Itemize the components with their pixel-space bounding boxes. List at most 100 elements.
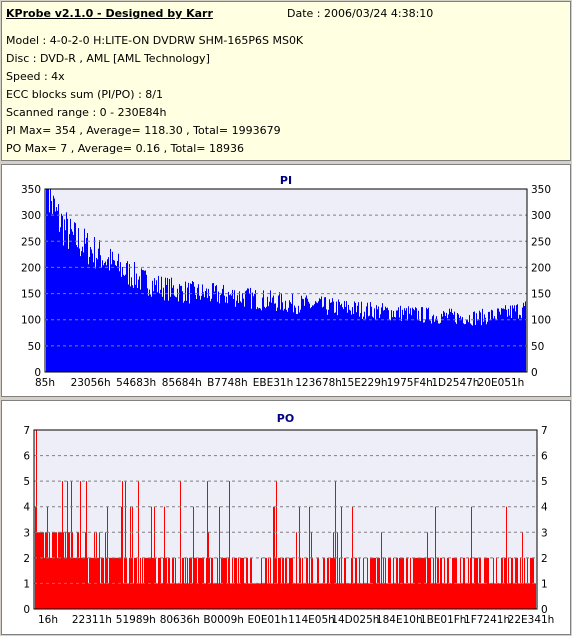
po-bar xyxy=(55,532,56,609)
pi-bar xyxy=(410,308,411,372)
po-bar xyxy=(528,583,529,609)
po-bar xyxy=(510,583,511,609)
pi-bar xyxy=(361,301,362,372)
pi-bar xyxy=(201,295,202,372)
po-bar xyxy=(281,583,282,609)
po-bar xyxy=(493,557,494,609)
pi-bar xyxy=(343,309,344,372)
po-bar xyxy=(276,481,277,609)
po-bar xyxy=(86,481,87,609)
pi-bar xyxy=(414,310,415,372)
po-bar xyxy=(36,430,37,609)
pi-bar xyxy=(408,306,409,372)
po-bar xyxy=(410,557,411,609)
pi-bar xyxy=(199,295,200,372)
pi-bar xyxy=(309,303,310,372)
pi-bar xyxy=(521,318,522,372)
po-bar xyxy=(110,557,111,609)
pi-bar xyxy=(493,318,494,372)
pi-bar xyxy=(185,281,186,372)
pi-bar xyxy=(168,300,169,372)
pi-bar xyxy=(355,302,356,372)
po-bar xyxy=(50,557,51,609)
pi-bar xyxy=(335,312,336,372)
pi-bar xyxy=(438,323,439,372)
info-panel: KProbe v2.1.0 - Designed by Karr Date : … xyxy=(1,1,571,161)
pi-bar xyxy=(255,290,256,372)
pi-bar xyxy=(96,257,97,372)
pi-bar xyxy=(396,310,397,372)
pi-bar xyxy=(189,303,190,372)
po-bar xyxy=(252,583,253,609)
pi-bar xyxy=(195,294,196,372)
pi-bar xyxy=(123,274,124,372)
pi-bar xyxy=(88,264,89,372)
pi-bar xyxy=(457,312,458,372)
pi-bar xyxy=(254,293,255,372)
pi-bar xyxy=(187,287,188,372)
pi-bar xyxy=(231,295,232,372)
pi-bar xyxy=(284,308,285,372)
po-bar xyxy=(283,557,284,609)
po-bar xyxy=(78,532,79,609)
pi-bar xyxy=(394,316,395,372)
pi-bar xyxy=(264,306,265,372)
po-bar xyxy=(156,583,157,609)
po-bar xyxy=(241,557,242,609)
pi-bar xyxy=(203,292,204,372)
pi-bar xyxy=(285,300,286,372)
pi-bar xyxy=(148,295,149,372)
po-bar xyxy=(87,557,88,609)
pi-bar xyxy=(163,287,164,372)
pi-bar xyxy=(77,247,78,372)
po-bar xyxy=(366,583,367,609)
po-ytick-label-right: 1 xyxy=(541,578,548,590)
pi-bar xyxy=(387,307,388,372)
pi-bar xyxy=(368,316,369,372)
pi-bar xyxy=(388,310,389,372)
po-ytick-label-right: 5 xyxy=(541,476,548,488)
po-bar xyxy=(435,506,436,609)
pi-bar xyxy=(82,246,83,372)
pi-bar xyxy=(276,310,277,372)
pi-bar xyxy=(235,306,236,372)
pi-bar xyxy=(450,311,451,372)
po-bar xyxy=(409,583,410,609)
pi-bar xyxy=(73,234,74,372)
po-bar xyxy=(355,557,356,609)
pi-bar xyxy=(393,310,394,372)
pi-bar xyxy=(118,253,119,372)
pi-bar xyxy=(97,259,98,372)
po-bar xyxy=(74,557,75,609)
po-bar xyxy=(212,557,213,609)
pi-bar xyxy=(321,296,322,372)
pi-bar xyxy=(72,231,73,372)
pi-xtick-label: 123678h xyxy=(295,377,342,389)
pi-bar xyxy=(92,253,93,372)
po-bar xyxy=(397,557,398,609)
pi-bar xyxy=(129,264,130,372)
pi-bar xyxy=(351,314,352,372)
pi-bar xyxy=(208,288,209,372)
po-bar xyxy=(314,583,315,609)
pi-bar xyxy=(243,298,244,372)
pi-bar xyxy=(364,311,365,372)
pi-bar xyxy=(219,303,220,372)
pi-bar xyxy=(370,302,371,372)
pi-bar xyxy=(281,293,282,372)
pi-bar xyxy=(324,297,325,372)
pi-bar xyxy=(465,324,466,372)
pi-bar xyxy=(87,233,88,372)
po-bar xyxy=(315,583,316,609)
pi-bar xyxy=(89,256,90,372)
pi-bar xyxy=(135,284,136,372)
po-bar xyxy=(340,583,341,609)
pi-bar xyxy=(390,320,391,372)
pi-bar xyxy=(76,245,77,372)
po-bar xyxy=(98,557,99,609)
po-bar xyxy=(342,583,343,609)
pi-bar xyxy=(492,310,493,372)
pi-bar xyxy=(511,317,512,372)
po-bar xyxy=(362,583,363,609)
pi-bar xyxy=(433,314,434,372)
